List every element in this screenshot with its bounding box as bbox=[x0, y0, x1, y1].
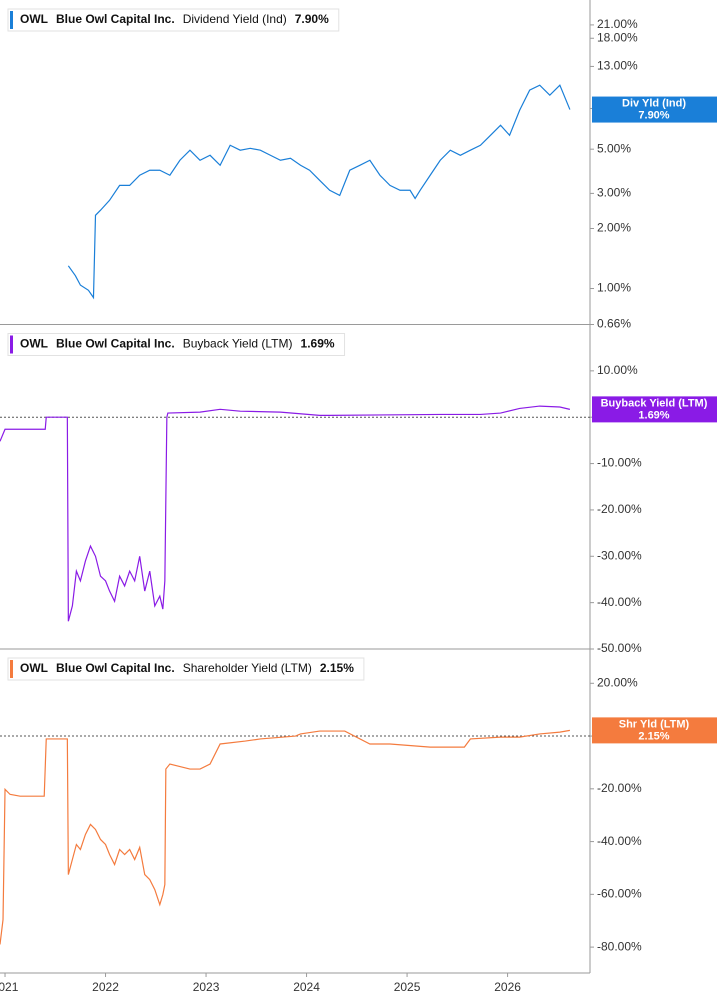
badge-label: Buyback Yield (LTM) bbox=[601, 397, 708, 409]
legend-box bbox=[7, 8, 340, 32]
badge-label: Div Yld (Ind) bbox=[622, 97, 686, 109]
badge-value: 1.69% bbox=[638, 409, 669, 421]
badge-value: 2.15% bbox=[638, 730, 669, 742]
y-tick-label: -60.00% bbox=[597, 887, 642, 901]
y-tick-label: -20.00% bbox=[597, 781, 642, 795]
y-tick-label: -80.00% bbox=[597, 939, 642, 953]
y-tick-label: 0.66% bbox=[597, 317, 631, 331]
value-badge bbox=[592, 717, 717, 744]
y-tick-label: -20.00% bbox=[597, 502, 642, 516]
x-tick-label: 2021 bbox=[0, 980, 19, 994]
series-line bbox=[0, 729, 571, 945]
y-tick-label: 21.00% bbox=[597, 17, 638, 31]
y-tick-label: -50.00% bbox=[597, 641, 642, 655]
company-name: Blue Owl Capital Inc. bbox=[56, 661, 175, 675]
ticker: OWL bbox=[20, 337, 48, 351]
y-tick-label: 18.00% bbox=[597, 30, 638, 44]
ticker: OWL bbox=[20, 661, 48, 675]
ticker: OWL bbox=[20, 12, 48, 26]
series-line bbox=[0, 405, 571, 622]
badge-value: 7.90% bbox=[638, 109, 669, 121]
y-tick-label: 2.00% bbox=[597, 221, 631, 235]
x-tick-label: 2023 bbox=[193, 980, 220, 994]
x-tick-label: 2024 bbox=[293, 980, 320, 994]
value-badge bbox=[592, 396, 717, 423]
legend-swatch bbox=[10, 660, 13, 678]
y-tick-label: -30.00% bbox=[597, 548, 642, 562]
legend-value: 1.69% bbox=[301, 337, 335, 351]
company-name: Blue Owl Capital Inc. bbox=[56, 337, 175, 351]
x-tick-label: 2025 bbox=[394, 980, 421, 994]
series-line bbox=[67, 84, 571, 300]
y-tick-label: 10.00% bbox=[597, 363, 638, 377]
y-tick-label: -10.00% bbox=[597, 456, 642, 470]
legend-entry: Shareholder Yield (LTM) bbox=[183, 661, 312, 675]
y-tick-label: 13.00% bbox=[597, 59, 638, 73]
y-tick-label: 3.00% bbox=[597, 186, 631, 200]
x-tick-label: 2026 bbox=[494, 980, 521, 994]
badge-label: Shr Yld (LTM) bbox=[619, 718, 690, 730]
y-tick-label: 5.00% bbox=[597, 141, 631, 155]
value-badge bbox=[592, 96, 717, 123]
company-name: Blue Owl Capital Inc. bbox=[56, 12, 175, 26]
legend-swatch bbox=[10, 11, 13, 29]
legend-swatch bbox=[10, 335, 13, 354]
x-tick-label: 2022 bbox=[92, 980, 119, 994]
y-tick-label: 20.00% bbox=[597, 675, 638, 689]
y-tick-label: 1.00% bbox=[597, 281, 631, 295]
legend-box bbox=[7, 333, 346, 356]
legend-value: 2.15% bbox=[320, 661, 354, 675]
y-tick-label: -40.00% bbox=[597, 595, 642, 609]
legend-entry: Buyback Yield (LTM) bbox=[183, 337, 293, 351]
legend-box bbox=[7, 657, 365, 681]
legend-entry: Dividend Yield (Ind) bbox=[183, 12, 287, 26]
legend-value: 7.90% bbox=[295, 12, 329, 26]
y-tick-label: -40.00% bbox=[597, 834, 642, 848]
